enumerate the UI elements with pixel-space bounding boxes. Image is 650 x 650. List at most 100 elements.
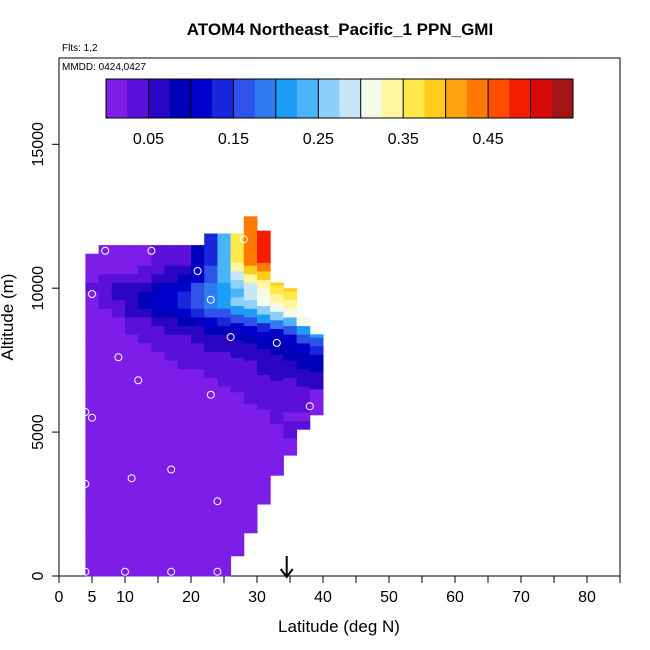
curtain-cell (243, 247, 258, 257)
curtain-cell (85, 446, 100, 456)
curtain-cell (217, 498, 232, 508)
curtain-cell (177, 317, 192, 327)
curtain-cell (85, 412, 100, 422)
curtain-cells (85, 216, 324, 577)
curtain-cell (177, 403, 192, 413)
curtain-cell (138, 403, 152, 413)
curtain-cell (191, 412, 205, 422)
curtain-cell (230, 486, 245, 496)
curtain-cell (204, 446, 218, 456)
curtain-cell (270, 423, 284, 433)
curtain-cell (257, 383, 271, 393)
curtain-cell (296, 394, 311, 404)
curtain-cell (230, 469, 245, 479)
curtain-cell (177, 265, 192, 275)
curtain-cell (111, 472, 126, 482)
curtain-cell (164, 515, 179, 525)
curtain-cell (283, 429, 298, 439)
curtain-cell (164, 481, 179, 491)
curtain-cell (177, 245, 192, 249)
curtain-cell (151, 412, 166, 422)
curtain-cell (309, 354, 324, 364)
sample-point (134, 376, 143, 385)
curtain-cell (243, 256, 258, 266)
curtain-cell (138, 308, 152, 318)
curtain-cell (138, 489, 152, 499)
curtain-cell (230, 374, 245, 384)
curtain-cell (191, 524, 205, 534)
curtain-cell (151, 317, 166, 327)
sample-point (147, 246, 156, 255)
curtain-cell (309, 380, 324, 390)
curtain-cell (98, 291, 113, 301)
curtain-cell (257, 357, 271, 367)
curtain-cell (151, 247, 166, 257)
curtain-cell (217, 282, 232, 292)
curtain-cell (98, 481, 113, 491)
curtain-cell (138, 455, 152, 465)
dates-label: MMDD: 0424,0427 (62, 62, 146, 73)
curtain-cell (217, 233, 232, 240)
curtain-cell (257, 296, 271, 306)
curtain-cell (125, 489, 139, 499)
curtain-cell (98, 532, 113, 542)
curtain-cell (243, 429, 258, 439)
curtain-cell (191, 325, 205, 335)
curtain-cell (138, 282, 152, 292)
curtain-cell (217, 247, 232, 257)
curtain-cell (177, 342, 192, 352)
colorbar-swatch (339, 79, 362, 118)
curtain-cell (230, 296, 245, 306)
curtain-cell (270, 354, 284, 364)
curtain-cell (191, 515, 205, 525)
curtain-cell (204, 463, 218, 473)
curtain-cell (243, 506, 258, 516)
curtain-cell (151, 472, 166, 482)
curtain-cell (98, 446, 113, 456)
sample-point (239, 235, 248, 244)
curtain-cell (177, 351, 192, 361)
curtain-cell (164, 265, 179, 275)
curtain-cell (177, 256, 192, 266)
curtain-cell (217, 472, 232, 482)
curtain-cell (111, 360, 126, 370)
sample-point (127, 474, 136, 483)
curtain-cell (191, 558, 205, 568)
curtain-cell (204, 334, 218, 344)
curtain-cell (98, 498, 113, 508)
curtain-cell (98, 394, 113, 404)
curtain-cell (85, 308, 100, 318)
curtain-cell (230, 262, 245, 272)
curtain-cell (85, 394, 100, 404)
curtain-cell (164, 498, 179, 508)
curtain-cell (257, 279, 271, 289)
curtain-cell (138, 429, 152, 439)
curtain-cell (111, 325, 126, 335)
latitude-marker-arrow (279, 556, 294, 579)
curtain-cell (164, 291, 179, 301)
curtain-cell (177, 273, 192, 283)
curtain-cell (283, 420, 298, 430)
colorbar-tick-label: 0.05 (133, 131, 164, 148)
curtain-cell (151, 463, 166, 473)
x-tick-label: 80 (578, 589, 596, 606)
curtain-cell (270, 371, 284, 381)
curtain-cell (151, 446, 166, 456)
curtain-cell (111, 308, 126, 318)
curtain-cell (217, 420, 232, 430)
curtain-cell (270, 282, 284, 286)
curtain-cell (151, 429, 166, 439)
curtain-cell (151, 489, 166, 499)
curtain-cell (191, 342, 205, 352)
curtain-cell (204, 524, 218, 534)
curtain-cell (125, 334, 139, 344)
curtain-cell (151, 325, 166, 335)
curtain-cell (151, 394, 166, 404)
curtain-cell (191, 247, 205, 257)
curtain-cell (230, 409, 245, 419)
curtain-cell (138, 472, 152, 482)
curtain-cell (283, 412, 298, 422)
curtain-cell (204, 291, 218, 301)
curtain-cell (111, 265, 126, 275)
colorbar-swatch (254, 79, 277, 118)
